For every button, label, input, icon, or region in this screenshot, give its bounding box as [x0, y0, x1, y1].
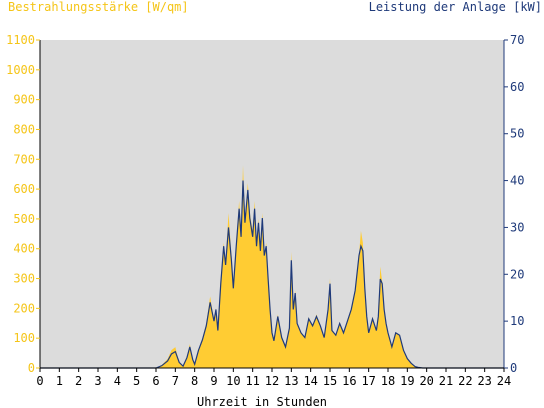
y-left-tick-label: 1000 [6, 63, 35, 77]
x-tick-label: 10 [226, 374, 240, 388]
x-tick-label: 7 [172, 374, 179, 388]
x-tick-label: 6 [152, 374, 159, 388]
plot-area [40, 40, 504, 368]
x-tick-label: 4 [114, 374, 121, 388]
axes-layer: 0100200300400500600700800900100011000102… [6, 33, 524, 388]
x-axis-title: Uhrzeit in Stunden [197, 395, 327, 408]
x-tick-label: 18 [381, 374, 395, 388]
y-left-tick-label: 500 [13, 212, 35, 226]
y-left-tick-label: 900 [13, 93, 35, 107]
x-tick-label: 19 [400, 374, 414, 388]
x-tick-label: 5 [133, 374, 140, 388]
x-tick-label: 13 [284, 374, 298, 388]
y-right-tick-label: 60 [510, 80, 524, 94]
x-tick-label: 8 [191, 374, 198, 388]
y-left-tick-label: 600 [13, 182, 35, 196]
x-tick-label: 24 [497, 374, 511, 388]
x-tick-label: 1 [56, 374, 63, 388]
x-tick-label: 16 [342, 374, 356, 388]
y-right-tick-label: 70 [510, 33, 524, 47]
x-tick-label: 0 [36, 374, 43, 388]
y-left-tick-label: 300 [13, 272, 35, 286]
x-tick-label: 3 [94, 374, 101, 388]
y-right-tick-label: 10 [510, 314, 524, 328]
right-axis-title: Leistung der Anlage [kW] [369, 0, 542, 14]
x-tick-label: 21 [439, 374, 453, 388]
x-tick-label: 11 [245, 374, 259, 388]
y-left-tick-label: 100 [13, 331, 35, 345]
y-left-tick-label: 700 [13, 152, 35, 166]
y-right-tick-label: 40 [510, 174, 524, 188]
y-left-tick-label: 1100 [6, 33, 35, 47]
x-tick-label: 9 [210, 374, 217, 388]
y-right-tick-label: 30 [510, 220, 524, 234]
x-tick-label: 20 [419, 374, 433, 388]
y-left-tick-label: 0 [28, 361, 35, 375]
x-tick-label: 14 [303, 374, 317, 388]
x-tick-label: 15 [323, 374, 337, 388]
y-right-tick-label: 20 [510, 267, 524, 281]
x-tick-label: 23 [477, 374, 491, 388]
x-tick-label: 2 [75, 374, 82, 388]
x-tick-label: 22 [458, 374, 472, 388]
y-left-tick-label: 200 [13, 301, 35, 315]
x-tick-label: 17 [361, 374, 375, 388]
x-tick-label: 12 [265, 374, 279, 388]
series-layer [40, 165, 504, 369]
left-axis-title: Bestrahlungsstärke [W/qm] [8, 0, 189, 14]
y-right-tick-label: 50 [510, 127, 524, 141]
y-right-tick-label: 0 [510, 361, 517, 375]
series-power-line [40, 180, 504, 369]
y-left-tick-label: 400 [13, 242, 35, 256]
y-left-tick-label: 800 [13, 122, 35, 136]
